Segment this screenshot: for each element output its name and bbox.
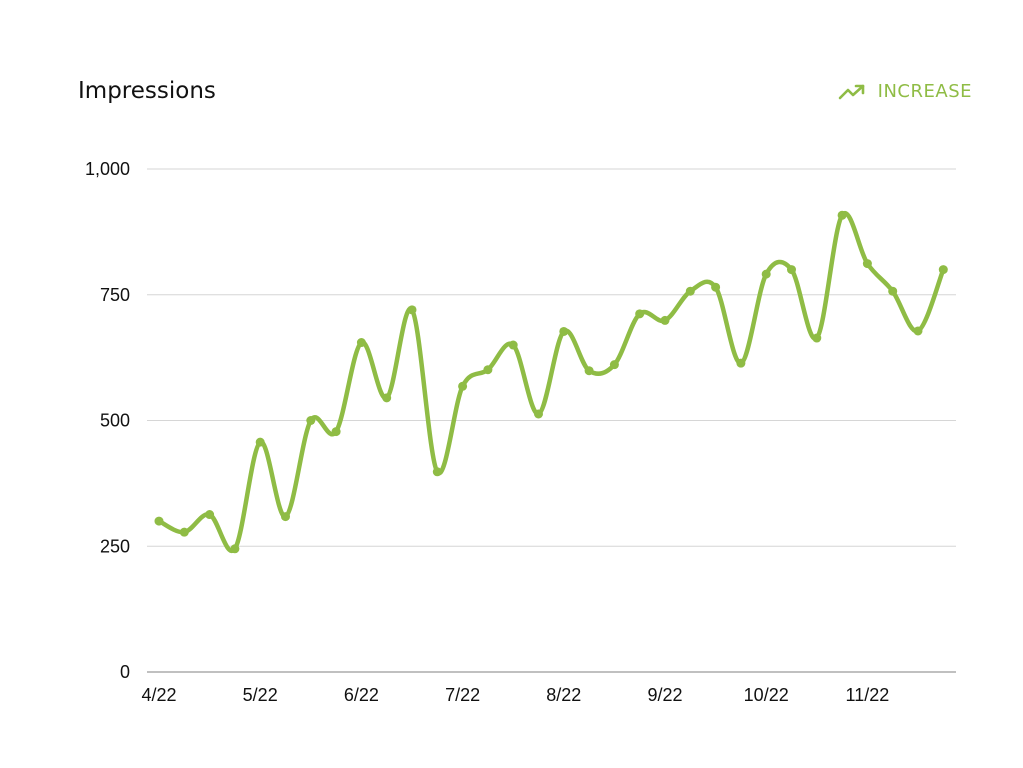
x-tick-label: 8/22	[546, 685, 581, 705]
data-point	[382, 393, 392, 403]
y-tick-label: 0	[120, 662, 130, 682]
data-point	[888, 286, 898, 296]
increase-badge: INCREASE	[838, 81, 972, 102]
y-tick-label: 500	[100, 411, 130, 431]
data-point	[559, 326, 569, 336]
data-point	[736, 358, 746, 368]
data-point	[837, 210, 847, 220]
data-point	[609, 360, 619, 370]
data-point	[685, 286, 695, 296]
data-point	[761, 269, 771, 279]
data-point	[458, 381, 468, 391]
data-point	[154, 516, 164, 526]
data-point	[862, 259, 872, 269]
data-point	[787, 265, 796, 275]
y-tick-label: 1,000	[85, 159, 130, 179]
data-point	[179, 527, 189, 537]
x-tick-label: 10/22	[744, 685, 789, 705]
data-point	[255, 437, 265, 447]
data-point	[407, 305, 417, 315]
data-point	[432, 467, 442, 477]
data-point	[205, 510, 215, 520]
y-tick-label: 250	[100, 536, 130, 556]
data-point	[306, 416, 316, 425]
data-point	[331, 427, 341, 437]
chart-title: Impressions	[78, 78, 216, 104]
data-point	[711, 282, 721, 292]
data-points	[154, 210, 948, 554]
data-point	[230, 544, 240, 554]
data-point	[812, 333, 822, 343]
data-point	[635, 309, 645, 319]
x-tick-label: 5/22	[243, 685, 278, 705]
data-point	[913, 326, 923, 336]
x-axis-labels: 4/22 5/22 6/22 7/22 8/22 9/22 10/22 11/22	[141, 685, 889, 705]
data-point	[584, 366, 594, 376]
x-tick-label: 7/22	[445, 685, 480, 705]
grid-lines	[147, 168, 956, 673]
data-point	[483, 365, 493, 375]
y-axis-labels: 0 250 500 750 1,000	[85, 159, 130, 682]
x-tick-label: 4/22	[141, 685, 176, 705]
trending-up-icon	[838, 84, 864, 99]
data-point	[660, 315, 670, 325]
data-point	[534, 409, 543, 419]
data-point	[356, 338, 366, 348]
series-line	[156, 210, 946, 554]
y-tick-label: 750	[100, 285, 130, 305]
data-point	[938, 265, 948, 275]
badge-label: INCREASE	[877, 81, 972, 102]
x-tick-label: 9/22	[647, 685, 682, 705]
x-tick-label: 11/22	[846, 685, 890, 705]
data-point	[281, 512, 290, 522]
x-tick-label: 6/22	[344, 685, 379, 705]
data-point	[508, 340, 518, 350]
